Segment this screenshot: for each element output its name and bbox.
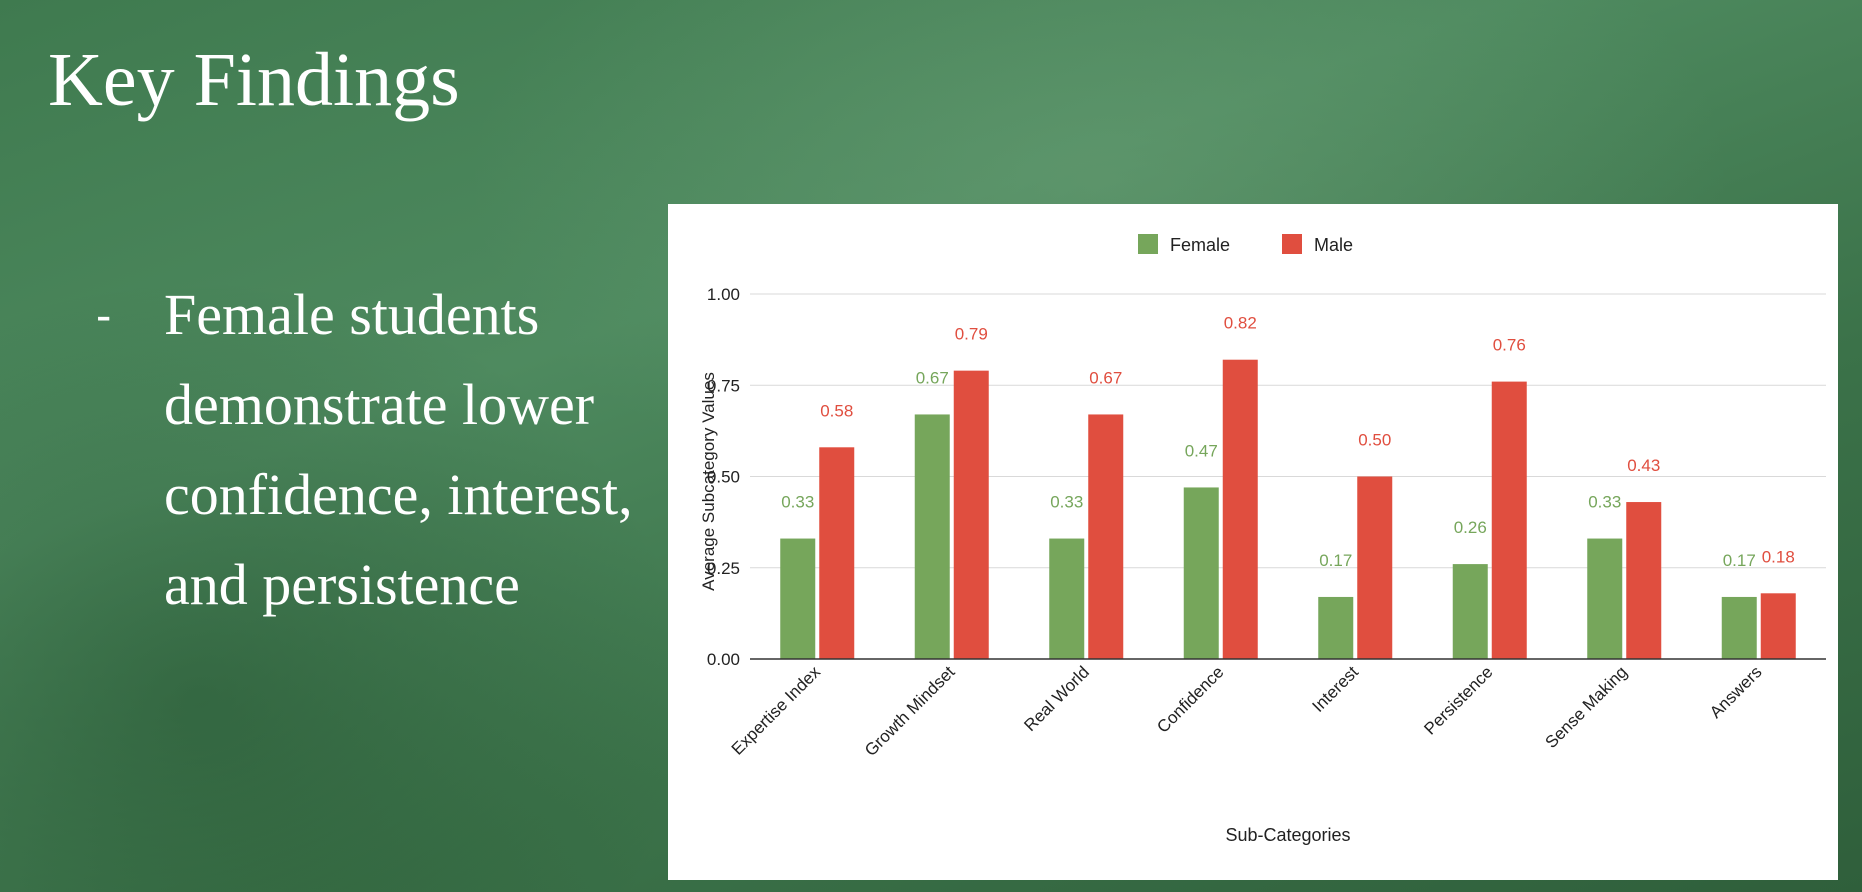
female-data-label: 0.17 — [1723, 551, 1756, 570]
female-legend-label: Female — [1170, 235, 1230, 255]
slide-title: Key Findings — [48, 38, 460, 122]
male-legend-label: Male — [1314, 235, 1353, 255]
male-bar — [819, 447, 855, 659]
female-legend-swatch — [1138, 234, 1158, 254]
y-tick-label: 0.75 — [707, 376, 740, 395]
y-axis-title: Average Subcategory Values — [699, 372, 718, 591]
male-data-label: 0.76 — [1493, 336, 1526, 355]
gridlines — [750, 293, 1826, 569]
female-data-label: 0.67 — [916, 368, 949, 387]
male-data-label: 0.43 — [1627, 456, 1660, 475]
legend: Female Male — [1138, 234, 1353, 255]
female-data-label: 0.47 — [1185, 441, 1218, 460]
male-bar — [1760, 593, 1796, 659]
y-tick-label: 0.00 — [707, 650, 740, 669]
male-bar — [1491, 381, 1527, 659]
female-bar — [1049, 538, 1085, 659]
female-data-label: 0.17 — [1319, 551, 1352, 570]
x-axis-title: Sub-Categories — [1225, 825, 1350, 845]
male-data-label: 0.50 — [1358, 431, 1391, 450]
female-bar — [1452, 564, 1488, 659]
male-data-label: 0.82 — [1224, 314, 1257, 333]
bar-chart: 0.000.250.500.751.00 0.330.580.670.790.3… — [699, 234, 1826, 845]
male-data-label: 0.58 — [820, 401, 853, 420]
male-bar — [1222, 359, 1258, 659]
x-tick-label: Answers — [1706, 662, 1766, 722]
x-axis-ticks: Expertise Index Growth Mindset Real World C… — [728, 662, 1766, 760]
female-bar — [1183, 487, 1219, 659]
female-bar — [1318, 596, 1354, 659]
x-tick-label: Growth Mindset — [861, 662, 959, 760]
x-tick-label: Interest — [1309, 662, 1363, 716]
male-data-label: 0.67 — [1089, 368, 1122, 387]
female-data-label: 0.33 — [1050, 493, 1083, 512]
male-bar — [953, 370, 989, 659]
x-tick-label: Sense Making — [1541, 662, 1631, 752]
y-tick-label: 0.50 — [707, 468, 740, 487]
female-data-label: 0.33 — [1588, 493, 1621, 512]
y-tick-label: 1.00 — [707, 285, 740, 304]
male-bar — [1088, 414, 1124, 659]
x-tick-label: Real World — [1020, 662, 1093, 735]
female-bar — [1587, 538, 1623, 659]
female-bar — [780, 538, 816, 659]
male-legend-swatch — [1282, 234, 1302, 254]
bullet-dash: - — [96, 289, 112, 341]
female-data-label: 0.33 — [781, 493, 814, 512]
female-bar — [914, 414, 950, 659]
female-bar — [1721, 596, 1757, 659]
y-tick-label: 0.25 — [707, 559, 740, 578]
bars — [780, 359, 1796, 659]
bullet-text: Female students demonstrate lower confid… — [164, 282, 633, 617]
x-tick-label: Persistence — [1420, 662, 1496, 738]
x-tick-label: Expertise Index — [728, 662, 825, 759]
y-axis-ticks: 0.00 0.25 0.50 0.75 1.00 — [707, 285, 740, 669]
female-data-label: 0.26 — [1454, 518, 1487, 537]
male-bar — [1626, 502, 1662, 659]
male-data-label: 0.79 — [955, 325, 988, 344]
male-bar — [1357, 476, 1393, 659]
male-data-label: 0.18 — [1762, 547, 1795, 566]
chart-panel: 0.00 0.25 0.50 0.75 1.00 0.33 0.58 0.67 0.79 0.3… — [668, 204, 1838, 880]
data-labels: 0.33 0.58 0.67 0.79 0.33 0.67 0.47 0.82 0.17 0.50… — [781, 314, 1795, 570]
x-tick-label: Confidence — [1153, 662, 1227, 736]
